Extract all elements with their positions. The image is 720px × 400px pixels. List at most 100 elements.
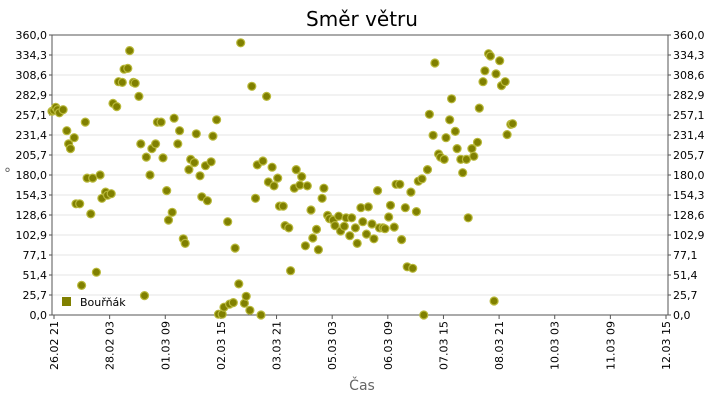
data-point [195, 171, 205, 181]
data-point [485, 51, 495, 61]
data-point [156, 117, 166, 127]
data-point [373, 186, 383, 196]
data-point [385, 200, 396, 210]
x-tick-label: 07.03 15 [437, 321, 450, 370]
data-point [439, 154, 449, 164]
gridlines [52, 34, 668, 316]
data-point [167, 207, 177, 217]
data-point [295, 180, 305, 190]
y-tick-label-right: 360,0 [673, 29, 705, 42]
data-point [469, 151, 479, 161]
x-tick-label: 26.02 21 [48, 321, 61, 370]
data-point [302, 181, 312, 191]
data-point [345, 231, 355, 241]
data-point [334, 211, 344, 221]
data-point [472, 137, 483, 147]
data-point [300, 241, 310, 251]
data-point [500, 77, 510, 87]
y-tick-label: 334,3 [16, 49, 48, 62]
y-tick-label: 360,0 [16, 29, 48, 42]
data-point [76, 280, 87, 290]
data-point [141, 152, 151, 162]
x-tick-label: 05.03 03 [326, 321, 339, 370]
y-tick-label: 0,0 [30, 309, 48, 322]
x-tick-label: 12.03 15 [660, 321, 673, 370]
x-axis-label: Čas [349, 376, 375, 394]
data-point [384, 212, 394, 222]
data-point [308, 233, 318, 243]
data-point [347, 213, 357, 223]
y-tick-label-right: 231,4 [673, 129, 705, 142]
data-point [80, 117, 90, 127]
data-point [339, 221, 349, 231]
y-tick-label: 128,6 [16, 209, 48, 222]
data-point [247, 81, 257, 91]
data-point [145, 170, 155, 180]
y-tick-label: 180,0 [16, 169, 48, 182]
data-point [223, 217, 233, 227]
data-point [422, 165, 433, 175]
y-tick-label-right: 102,9 [673, 229, 705, 242]
data-point [507, 119, 518, 129]
data-point [417, 174, 427, 184]
data-point [62, 126, 72, 136]
data-point [234, 279, 244, 289]
data-point [461, 154, 471, 164]
data-point [278, 201, 288, 211]
data-point [495, 56, 505, 66]
data-point [311, 224, 322, 234]
data-point [191, 129, 201, 139]
x-tick-label: 11.03 09 [604, 321, 617, 370]
data-point [208, 131, 218, 141]
data-point [258, 156, 268, 166]
data-point [175, 126, 185, 136]
data-point [139, 291, 150, 301]
y-tick-label-right: 0,0 [673, 309, 691, 322]
data-point [424, 109, 434, 119]
x-tick-label: 06.03 09 [382, 321, 395, 370]
x-tick-label: 02.03 15 [215, 321, 228, 370]
data-point [463, 213, 473, 223]
data-point [158, 153, 168, 163]
y-axis-label: ° [4, 166, 11, 182]
data-point [363, 202, 373, 212]
data-point [291, 165, 301, 175]
data-points [47, 38, 518, 320]
data-point [184, 165, 194, 175]
data-point [169, 113, 179, 123]
data-point [397, 235, 407, 245]
data-point [478, 77, 488, 87]
data-point [65, 144, 76, 154]
data-point [317, 193, 327, 203]
data-point [502, 130, 512, 140]
data-point [173, 139, 183, 149]
data-point [134, 91, 144, 102]
data-point [452, 144, 462, 154]
data-point [230, 243, 240, 253]
data-point [361, 229, 372, 239]
data-point [69, 133, 79, 143]
data-point [162, 186, 172, 196]
data-point [474, 103, 484, 113]
data-point [356, 203, 366, 213]
y-tick-label: 308,6 [16, 69, 48, 82]
data-point [358, 217, 368, 227]
data-point [352, 238, 362, 248]
y-tick-label-right: 334,3 [673, 49, 705, 62]
data-point [491, 69, 501, 79]
data-point [350, 223, 360, 233]
x-tick-label: 08.03 21 [493, 321, 506, 370]
legend-swatch [62, 297, 71, 306]
y-tick-label-right: 282,9 [673, 89, 705, 102]
data-point [286, 266, 296, 276]
data-point [228, 298, 238, 308]
y-axis-right: 0,0 25,7 51,4 77,1 102,9 128,6 154,3 180,0 205,7… [668, 29, 705, 322]
y-tick-label-right: 51,4 [673, 269, 698, 282]
data-point [206, 157, 216, 167]
data-point [202, 196, 212, 206]
data-point [297, 172, 307, 182]
data-point [269, 181, 279, 191]
y-tick-label: 231,4 [16, 129, 48, 142]
y-tick-label-right: 257,1 [673, 109, 705, 122]
data-point [130, 78, 140, 88]
